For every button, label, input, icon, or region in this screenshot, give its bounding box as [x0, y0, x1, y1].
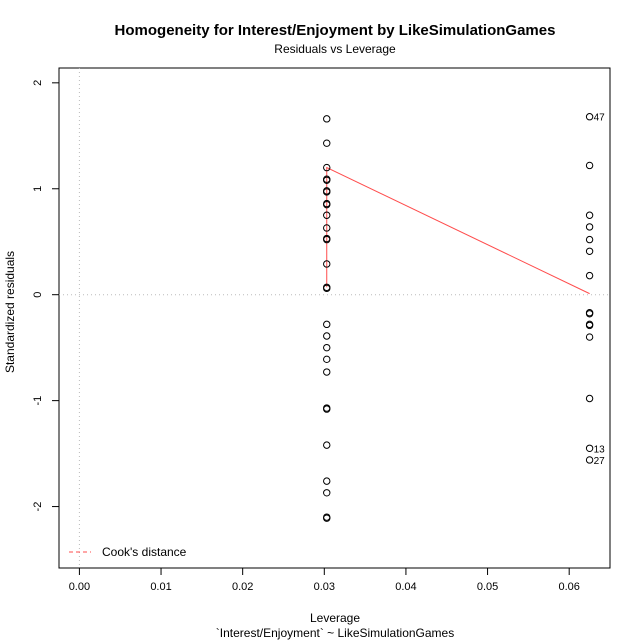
data-point: [323, 163, 331, 172]
data-point: [585, 247, 594, 255]
y-tick-label: -2: [32, 502, 44, 512]
reference-lines: [59, 68, 610, 568]
smooth-line: [326, 166, 590, 295]
data-point: [323, 115, 331, 123]
x-tick-label: 0.00: [69, 581, 90, 593]
point-label: 27: [594, 456, 606, 467]
data-point: [323, 139, 331, 147]
data-point: [585, 211, 594, 219]
point-label: 13: [594, 444, 606, 455]
data-point: [323, 477, 331, 485]
data-point: [323, 368, 331, 376]
x-axis-subtitle: `Interest/Enjoyment` ~ LikeSimulationGam…: [216, 626, 454, 640]
x-tick-label: 0.01: [150, 581, 171, 593]
data-point: [585, 444, 594, 452]
x-tick-label: 0.05: [477, 581, 498, 593]
y-axis: -2 -1 0 1 2: [32, 80, 59, 512]
chart-subtitle: Residuals vs Leverage: [274, 42, 396, 56]
data-point: [323, 332, 331, 340]
data-point: [323, 188, 331, 196]
data-point: [323, 489, 331, 497]
data-point: [585, 394, 594, 403]
data-point: [585, 456, 594, 464]
points-group: [323, 113, 594, 522]
data-point: [323, 405, 331, 413]
y-tick-label: 1: [32, 186, 44, 192]
data-point: [323, 260, 331, 268]
y-tick-label: 2: [32, 80, 44, 86]
legend: Cook's distance: [69, 545, 187, 559]
data-point: [323, 355, 331, 364]
data-point: [323, 320, 331, 329]
point-label: 47: [594, 113, 606, 124]
legend-cooks-distance-label: Cook's distance: [102, 545, 187, 559]
y-axis-title: Standardized residuals: [3, 251, 17, 373]
data-point: [585, 310, 594, 318]
data-point: [585, 321, 594, 330]
data-point: [585, 223, 594, 231]
plot-frame: [58, 67, 611, 569]
smooth-line-group: [326, 166, 590, 295]
x-tick-label: 0.02: [232, 581, 253, 593]
data-point: [323, 176, 331, 184]
x-tick-label: 0.03: [314, 581, 335, 593]
data-point: [585, 271, 594, 280]
x-tick-label: 0.06: [558, 581, 579, 593]
data-point: [323, 514, 331, 522]
data-point: [323, 441, 331, 449]
y-tick-label: 0: [32, 292, 44, 298]
x-axis-title: Leverage: [310, 611, 360, 625]
data-point: [323, 235, 331, 244]
data-point: [585, 113, 594, 121]
data-point: [323, 211, 331, 219]
y-tick-label: -1: [32, 396, 44, 406]
x-axis: 0.00 0.01 0.02 0.03 0.04 0.05 0.06: [69, 568, 580, 593]
data-point: [323, 200, 331, 209]
data-point: [323, 343, 331, 352]
data-point: [585, 161, 594, 170]
x-tick-label: 0.04: [395, 581, 416, 593]
data-point: [585, 235, 594, 244]
chart-title: Homogeneity for Interest/Enjoyment by Li…: [115, 22, 556, 39]
data-point: [323, 284, 331, 293]
data-point: [585, 333, 594, 341]
data-point: [323, 224, 331, 232]
